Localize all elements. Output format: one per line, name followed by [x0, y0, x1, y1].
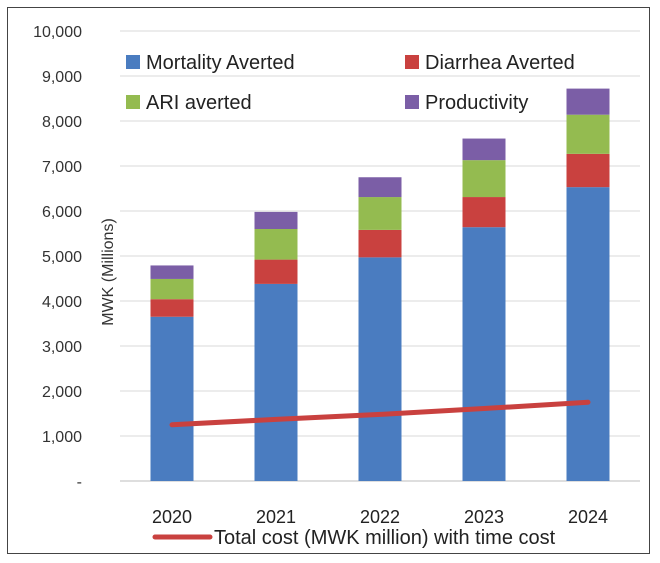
bar-segment	[462, 138, 506, 161]
bar-segment	[150, 299, 194, 317]
bar-segment	[254, 211, 298, 229]
y-tick-label: 3,000	[42, 339, 82, 356]
bar-segment	[462, 160, 506, 198]
bar-segment	[462, 227, 506, 481]
legend-label-productivity: Productivity	[425, 92, 528, 114]
y-tick-label: 4,000	[42, 294, 82, 311]
bar-segment	[566, 153, 610, 188]
bar-segment	[254, 283, 298, 481]
x-tick-label: 2024	[568, 507, 608, 527]
bar-segment	[462, 197, 506, 228]
legend: Mortality Averted Diarrhea Averted ARI a…	[126, 52, 575, 549]
bar-segment	[150, 316, 194, 481]
bar-segment	[358, 197, 402, 230]
total-cost-line	[169, 399, 591, 428]
y-tick-label: 5,000	[42, 249, 82, 266]
y-tick-label: 9,000	[42, 69, 82, 86]
y-tick-label: 8,000	[42, 114, 82, 131]
bar-segment	[358, 229, 402, 258]
legend-swatch-ari	[126, 95, 140, 109]
bar-segment	[150, 278, 194, 300]
legend-swatch-diarrhea	[405, 55, 419, 69]
bar-segment	[566, 114, 610, 154]
bar-segment	[566, 187, 610, 481]
bar-segment	[254, 229, 298, 260]
chart-frame	[7, 7, 650, 554]
line-path	[169, 399, 591, 428]
legend-label-total-cost: Total cost (MWK million) with time cost	[214, 527, 556, 549]
y-tick-label: 2,000	[42, 384, 82, 401]
y-tick-label: -	[77, 474, 82, 491]
gridlines	[120, 30, 640, 482]
legend-label-mortality: Mortality Averted	[146, 52, 295, 74]
y-axis-title: MWK (Millions)	[100, 218, 117, 326]
y-tick-label: 10,000	[33, 24, 82, 41]
bar-segment	[358, 257, 402, 481]
legend-label-diarrhea: Diarrhea Averted	[425, 52, 575, 74]
legend-label-ari: ARI averted	[146, 92, 252, 114]
x-tick-label: 2023	[464, 507, 504, 527]
x-tick-label: 2022	[360, 507, 400, 527]
y-tick-label: 6,000	[42, 204, 82, 221]
y-tick-label: 1,000	[42, 429, 82, 446]
legend-swatch-mortality	[126, 55, 140, 69]
bars	[150, 88, 610, 481]
bar-segment	[254, 259, 298, 284]
y-axis-ticks: - 1,000 2,000 3,000 4,000 5,000 6,000 7,000 8,00…	[33, 24, 82, 491]
y-tick-label: 7,000	[42, 159, 82, 176]
bar-segment	[566, 88, 610, 115]
x-tick-label: 2021	[256, 507, 296, 527]
bar-segment	[150, 265, 194, 279]
bar-segment	[358, 177, 402, 198]
legend-swatch-productivity	[405, 95, 419, 109]
x-axis-ticks: 2020 2021 2022 2023 2024	[152, 507, 608, 527]
x-tick-label: 2020	[152, 507, 192, 527]
